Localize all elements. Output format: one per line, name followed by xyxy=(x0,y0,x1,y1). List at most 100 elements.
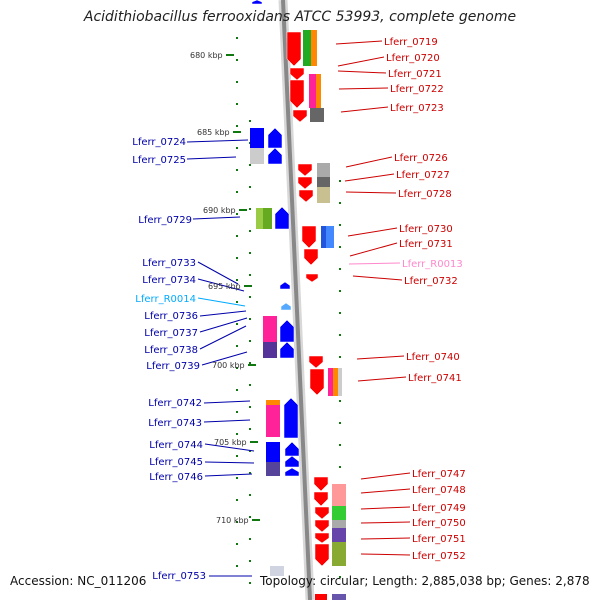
gene-label[interactable]: Lferr_0733 xyxy=(142,258,196,269)
gene-arrow-reverse[interactable] xyxy=(289,79,305,109)
feature-block[interactable] xyxy=(310,108,324,122)
gene-arrow-reverse[interactable] xyxy=(314,506,330,520)
gene-label[interactable]: Lferr_0750 xyxy=(412,518,466,529)
leader-line xyxy=(345,191,397,194)
feature-block[interactable] xyxy=(266,462,280,476)
gene-arrow-reverse[interactable] xyxy=(297,176,313,190)
gene-label[interactable]: Lferr_0729 xyxy=(138,215,192,226)
gene-arrow-reverse[interactable] xyxy=(289,67,305,81)
gene-label[interactable]: Lferr_0736 xyxy=(144,311,198,322)
gene-label[interactable]: Lferr_0722 xyxy=(390,84,444,95)
gene-arrow-reverse[interactable] xyxy=(313,491,329,507)
gene-label[interactable]: Lferr_0726 xyxy=(394,153,448,164)
gene-label[interactable]: Lferr_0741 xyxy=(408,373,462,384)
gene-arrow-forward[interactable] xyxy=(267,147,283,165)
gene-arrow-reverse[interactable] xyxy=(313,476,329,492)
feature-block[interactable] xyxy=(328,368,333,396)
feature-block[interactable] xyxy=(250,128,264,148)
gene-label[interactable]: Lferr_0721 xyxy=(388,69,442,80)
gene-label[interactable]: Lferr_0728 xyxy=(398,189,452,200)
gene-label[interactable]: Lferr_0743 xyxy=(148,418,202,429)
feature-block[interactable] xyxy=(326,226,334,248)
feature-block[interactable] xyxy=(263,342,277,358)
feature-block[interactable] xyxy=(309,74,316,108)
gene-label[interactable]: Lferr_0738 xyxy=(144,345,198,356)
feature-block[interactable] xyxy=(317,187,330,203)
gene-label[interactable]: Lferr_0749 xyxy=(412,503,466,514)
gene-arrow-reverse[interactable] xyxy=(314,543,330,567)
gene-label[interactable]: Lferr_0740 xyxy=(406,352,460,363)
feature-block[interactable] xyxy=(266,405,280,437)
gene-label[interactable]: Lferr_0719 xyxy=(384,37,438,48)
gene-arrow-reverse[interactable] xyxy=(314,532,330,544)
feature-block[interactable] xyxy=(266,400,280,405)
feature-block[interactable] xyxy=(256,208,263,229)
feature-block[interactable] xyxy=(332,506,346,520)
gene-label[interactable]: Lferr_0737 xyxy=(144,328,198,339)
feature-block[interactable] xyxy=(332,528,346,542)
feature-block[interactable] xyxy=(333,368,338,396)
gene-arrow-forward[interactable] xyxy=(284,441,300,457)
gene-label[interactable]: Lferr_0720 xyxy=(386,53,440,64)
gene-label[interactable]: Lferr_0739 xyxy=(146,361,200,372)
gene-arrow-reverse[interactable] xyxy=(305,273,319,283)
gene-label[interactable]: Lferr_0748 xyxy=(412,485,466,496)
feature-block[interactable] xyxy=(317,177,330,187)
feature-block[interactable] xyxy=(266,442,280,462)
gene-arrow-forward[interactable] xyxy=(274,206,290,230)
feature-block[interactable] xyxy=(321,226,326,248)
feature-block[interactable] xyxy=(315,594,327,600)
gene-arrow-rna[interactable] xyxy=(280,302,292,311)
gene-arrow-forward[interactable] xyxy=(284,455,300,468)
gene-label[interactable]: Lferr_0727 xyxy=(396,170,450,181)
feature-block[interactable] xyxy=(317,163,330,177)
gene-label[interactable]: Lferr_0745 xyxy=(149,457,203,468)
gene-arrow-forward[interactable] xyxy=(283,397,299,439)
gene-label[interactable]: Lferr_0730 xyxy=(399,224,453,235)
feature-block[interactable] xyxy=(332,542,346,566)
leader-line xyxy=(360,553,411,556)
feature-block[interactable] xyxy=(311,30,317,66)
gene-arrow-forward[interactable] xyxy=(279,341,295,359)
feature-block[interactable] xyxy=(338,368,342,396)
gene-arrow-forward[interactable] xyxy=(279,281,291,290)
gene-label[interactable]: Lferr_0723 xyxy=(390,103,444,114)
gene-arrow-forward[interactable] xyxy=(251,0,263,5)
gene-label[interactable]: Lferr_0751 xyxy=(412,534,466,545)
gene-arrow-reverse[interactable] xyxy=(298,189,314,203)
gene-label[interactable]: Lferr_0742 xyxy=(148,398,202,409)
feature-block[interactable] xyxy=(332,594,346,600)
feature-block[interactable] xyxy=(263,208,272,229)
feature-block[interactable] xyxy=(303,30,311,66)
gene-label[interactable]: Lferr_0732 xyxy=(404,276,458,287)
gene-arrow-reverse[interactable] xyxy=(303,248,319,266)
gene-arrow-reverse[interactable] xyxy=(297,163,313,177)
gene-label[interactable]: Lferr_R0014 xyxy=(135,294,196,305)
gene-arrow-reverse[interactable] xyxy=(308,355,324,369)
gene-label[interactable]: Lferr_0724 xyxy=(132,137,186,148)
gene-label[interactable]: Lferr_0734 xyxy=(142,275,196,286)
feature-block[interactable] xyxy=(332,520,346,528)
gene-label[interactable]: Lferr_0752 xyxy=(412,551,466,562)
gene-arrow-reverse[interactable] xyxy=(301,225,317,249)
gene-label[interactable]: Lferr_0744 xyxy=(149,440,203,451)
feature-block[interactable] xyxy=(250,148,264,164)
gene-arrow-reverse[interactable] xyxy=(292,109,308,123)
feature-block[interactable] xyxy=(270,566,284,576)
feature-block[interactable] xyxy=(332,484,346,506)
gene-label[interactable]: Lferr_0747 xyxy=(412,469,466,480)
gene-arrow-reverse[interactable] xyxy=(314,519,330,533)
gene-arrow-forward[interactable] xyxy=(279,319,295,343)
gene-label[interactable]: Lferr_R0013 xyxy=(402,259,463,270)
gene-label[interactable]: Lferr_0725 xyxy=(132,155,186,166)
feature-block[interactable] xyxy=(316,74,321,108)
gene-label[interactable]: Lferr_0746 xyxy=(149,472,203,483)
gene-arrow-forward[interactable] xyxy=(267,127,283,149)
gene-label[interactable]: Lferr_0731 xyxy=(399,239,453,250)
gene-arrow-reverse[interactable] xyxy=(286,31,302,67)
feature-block[interactable] xyxy=(263,316,277,342)
gene-arrow-reverse[interactable] xyxy=(309,368,325,396)
gene-arrow-forward[interactable] xyxy=(284,467,300,477)
gene-label[interactable]: Lferr_0753 xyxy=(152,571,206,582)
